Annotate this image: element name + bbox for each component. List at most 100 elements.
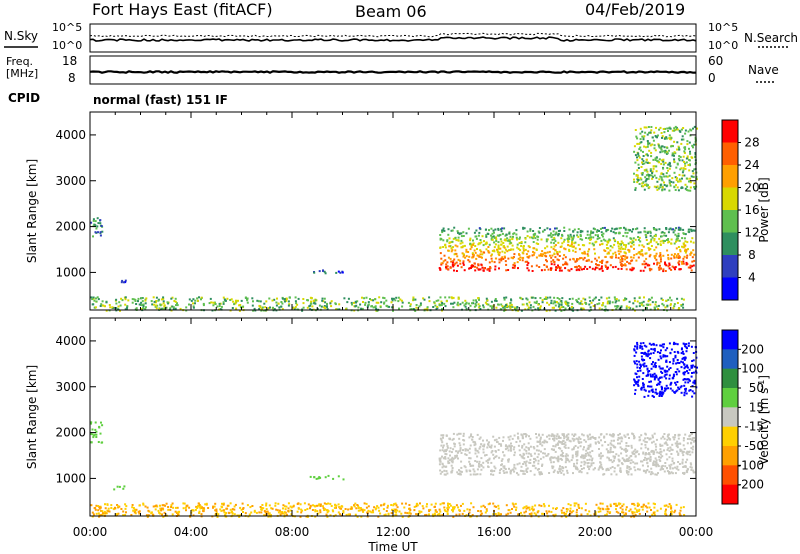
power-cell: [162, 302, 165, 305]
velocity-cell: [278, 509, 281, 512]
velocity-cell: [608, 459, 611, 462]
power-cell: [645, 262, 648, 265]
velocity-cell: [687, 342, 690, 345]
power-cell: [519, 256, 522, 259]
velocity-cell: [524, 433, 527, 435]
velocity-cell: [654, 457, 657, 460]
velocity-cell: [684, 365, 687, 368]
power-cell: [452, 246, 454, 249]
power-cell: [522, 245, 525, 247]
velocity-cell: [441, 466, 444, 469]
velocity-cell: [221, 502, 223, 505]
power-cell: [422, 297, 425, 300]
velocity-cell: [464, 453, 467, 456]
power-cell: [637, 152, 640, 155]
power-cell: [525, 253, 528, 256]
velocity-cell: [674, 342, 677, 345]
power-cell: [473, 249, 476, 252]
velocity-cell: [509, 447, 512, 450]
velocity-cell: [564, 461, 567, 464]
power-cell: [297, 297, 300, 300]
power-cell: [663, 131, 666, 134]
power-cell: [469, 304, 472, 307]
velocity-cell: [552, 461, 555, 464]
power-cell: [558, 269, 561, 272]
velocity-cell: [566, 471, 569, 474]
power-cell: [645, 178, 648, 181]
power-cell: [488, 229, 490, 232]
power-cell: [166, 301, 169, 304]
power-cell: [144, 306, 147, 309]
velocity-cell: [287, 510, 290, 512]
power-cell: [310, 302, 313, 305]
velocity-cell: [445, 448, 448, 451]
power-cell: [636, 176, 639, 179]
power-cell: [582, 252, 585, 255]
velocity-cell: [642, 469, 645, 472]
velocity-cell: [571, 448, 574, 451]
power-cell: [648, 186, 651, 189]
power-cell: [685, 250, 688, 253]
velocity-cell: [663, 449, 665, 452]
power-cell: [597, 234, 599, 237]
velocity-cell: [654, 391, 657, 394]
velocity-cell: [630, 473, 633, 476]
velocity-cell: [692, 445, 695, 448]
power-cell: [671, 154, 674, 157]
power-cell: [660, 146, 662, 149]
velocity-cell: [636, 363, 639, 366]
velocity-cell: [566, 438, 569, 441]
power-cell: [163, 307, 166, 310]
power-cell: [606, 267, 609, 270]
velocity-cell: [683, 514, 686, 516]
velocity-cell: [163, 511, 166, 514]
power-cell: [601, 234, 603, 236]
velocity-cell: [474, 443, 477, 446]
power-cell: [614, 265, 617, 268]
velocity-cell: [100, 421, 102, 424]
power-cell: [452, 260, 455, 263]
power-cell: [474, 251, 477, 254]
power-cell: [560, 301, 563, 304]
velocity-cell: [546, 435, 548, 438]
velocity-cell: [261, 507, 263, 510]
power-cell: [462, 245, 465, 248]
velocity-cell: [284, 511, 287, 514]
velocity-cell: [531, 464, 534, 467]
velocity-cell: [518, 449, 521, 452]
velocity-cell: [573, 435, 575, 437]
velocity-cell: [407, 515, 410, 518]
colorbar-segment: [722, 255, 738, 278]
power-cell: [269, 306, 271, 309]
power-cell: [324, 301, 327, 304]
velocity-cell: [448, 506, 450, 509]
velocity-cell: [588, 458, 591, 461]
power-cell: [218, 305, 221, 307]
power-cell: [643, 188, 646, 191]
velocity-cell: [583, 439, 586, 442]
velocity-cell: [557, 455, 560, 458]
power-cell: [620, 240, 623, 243]
velocity-cell: [466, 508, 469, 511]
velocity-cell: [580, 468, 583, 470]
power-cell: [493, 246, 496, 249]
power-cell: [485, 234, 488, 237]
power-cell: [684, 240, 687, 243]
power-cell: [510, 298, 512, 301]
velocity-cell: [535, 436, 538, 439]
power-cell: [587, 258, 590, 261]
power-cell: [633, 299, 636, 302]
velocity-cell: [501, 458, 504, 461]
velocity-cell: [645, 365, 648, 368]
velocity-cell: [441, 455, 443, 458]
velocity-cell: [659, 344, 662, 347]
velocity-cell: [682, 356, 685, 359]
power-cell: [636, 159, 639, 162]
power-cell: [526, 304, 529, 307]
power-cell: [162, 297, 165, 300]
power-cell: [572, 245, 575, 248]
velocity-cell: [301, 509, 304, 512]
velocity-cell: [615, 510, 618, 513]
velocity-cell: [531, 505, 534, 508]
velocity-cell: [469, 435, 472, 437]
